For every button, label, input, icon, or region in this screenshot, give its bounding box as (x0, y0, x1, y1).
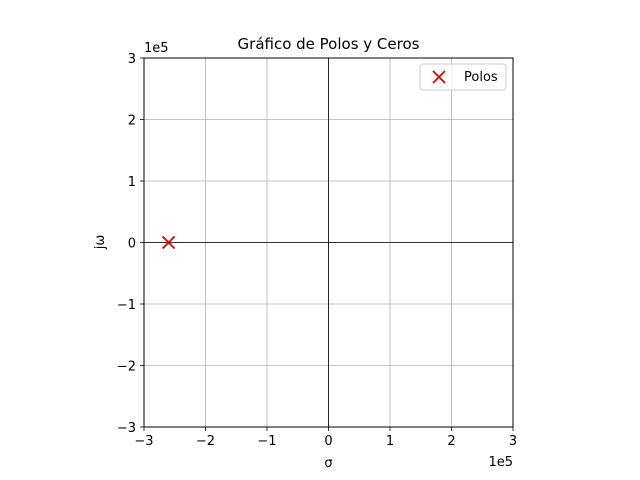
x-tick-label: −1 (257, 434, 276, 449)
y-tick-label: −2 (117, 360, 136, 375)
x-tick-label: 0 (324, 434, 332, 449)
x-tick-label: −3 (134, 434, 153, 449)
legend: Polos (419, 63, 507, 91)
x-axis-offset-label: 1e5 (488, 455, 513, 470)
legend-box (419, 63, 507, 91)
pole-markers (161, 235, 176, 250)
y-axis-label: jω (93, 235, 108, 251)
zero-axis-lines (144, 58, 513, 427)
y-tick-label: 0 (128, 237, 136, 252)
x-tick-label: 2 (447, 434, 455, 449)
y-tick-label: 2 (128, 114, 136, 129)
legend-label-polos: Polos (464, 70, 498, 85)
legend-marker-x-icon (432, 70, 446, 84)
y-tick-label: −1 (117, 298, 136, 313)
y-axis-offset-label: 1e5 (144, 41, 169, 56)
x-axis-label: σ (324, 456, 332, 471)
y-tick-label: 3 (128, 52, 136, 67)
x-tick-label: 3 (509, 434, 517, 449)
x-tick-label: −2 (196, 434, 215, 449)
x-tick-label: 1 (386, 434, 394, 449)
chart-title: Gráfico de Polos y Ceros (238, 35, 420, 53)
x-axis-ticks: −3 −2 −1 0 1 2 3 (134, 427, 517, 449)
y-tick-label: 1 (128, 175, 136, 190)
y-axis-ticks: −3 −2 −1 0 1 2 3 (117, 52, 144, 436)
y-tick-label: −3 (117, 421, 136, 436)
pole-marker (161, 235, 176, 250)
